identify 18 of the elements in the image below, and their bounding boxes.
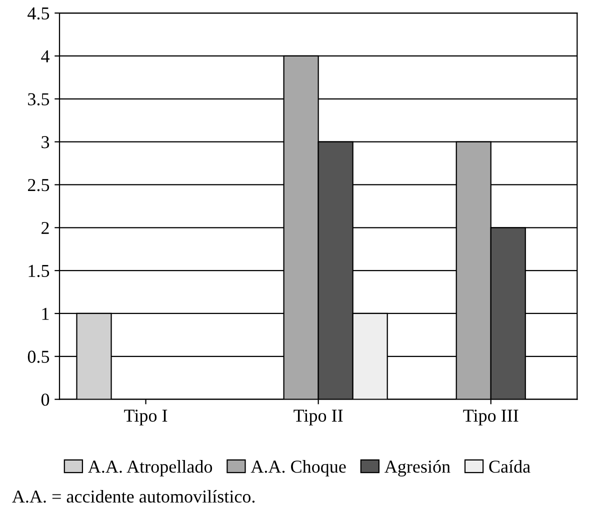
y-tick-label: 4 (41, 50, 50, 62)
legend-label: Agresión (384, 460, 450, 476)
x-tick-label: Tipo II (294, 410, 343, 426)
legend-label: Caída (489, 460, 530, 473)
y-tick-label: 3.5 (28, 93, 50, 106)
x-tick-label: Tipo III (463, 410, 518, 426)
y-tick-label: 1 (42, 308, 49, 320)
y-tick-label: 1.5 (28, 264, 50, 278)
y-tick-label: 0 (41, 394, 50, 406)
legend-label: A.A. Atropellado (88, 460, 212, 476)
y-tick-label: 3 (42, 136, 50, 148)
y-tick-label: 2 (42, 222, 49, 234)
legend-label: A.A. Choque (250, 460, 346, 476)
y-tick-label: 4.5 (28, 7, 50, 20)
text: A.A. = accidente automovilístico. (12, 490, 255, 503)
x-tick-label: Tipo I (124, 410, 168, 426)
y-tick-label: 0.5 (28, 350, 50, 363)
y-tick-label: 2.5 (28, 179, 50, 192)
